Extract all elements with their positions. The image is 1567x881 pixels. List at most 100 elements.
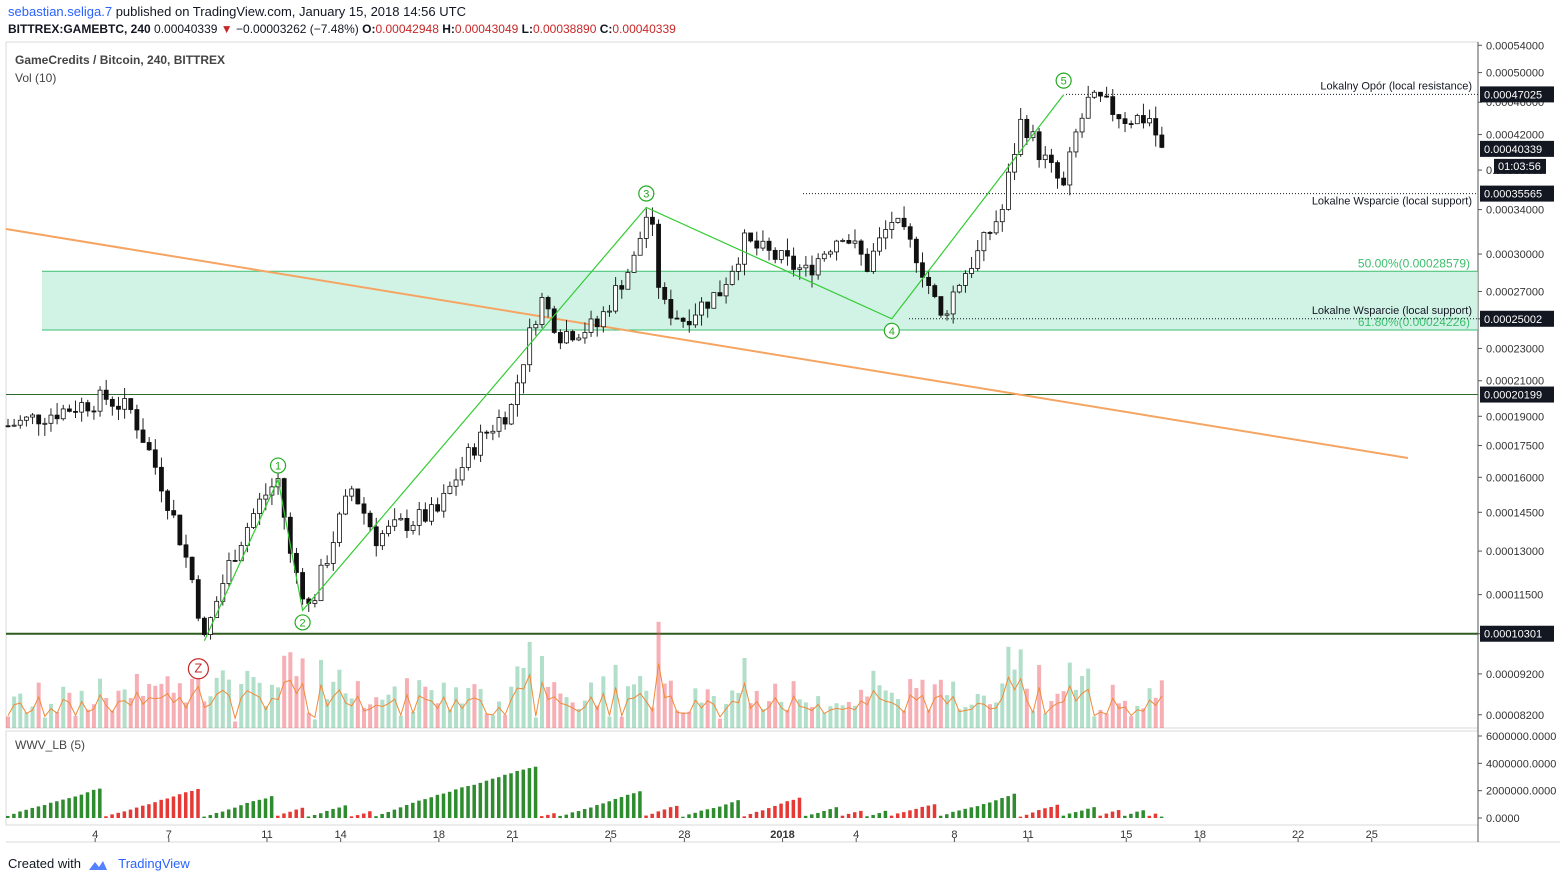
volume-bar bbox=[312, 719, 317, 728]
volume-bar bbox=[67, 692, 72, 728]
wave-marker bbox=[269, 457, 287, 474]
indicator-bar bbox=[877, 813, 882, 818]
volume-bar bbox=[263, 705, 268, 728]
indicator-bar bbox=[846, 813, 851, 818]
indicator-bar bbox=[153, 802, 157, 818]
author-link[interactable]: sebastian.seliga.7 bbox=[8, 4, 113, 19]
time-tick-label: 4 bbox=[853, 829, 859, 841]
candle bbox=[159, 466, 164, 492]
candle bbox=[1134, 115, 1140, 125]
indicator-bar bbox=[411, 802, 415, 818]
volume-bar bbox=[539, 655, 544, 728]
price-label-box bbox=[1480, 386, 1554, 403]
indicator-bar bbox=[644, 815, 648, 818]
indicator-bar bbox=[1104, 813, 1109, 818]
candle bbox=[828, 251, 833, 255]
indicator-bar bbox=[539, 816, 544, 818]
volume-bar bbox=[699, 702, 704, 728]
indicator-bar bbox=[687, 814, 691, 818]
indicator-bar bbox=[582, 808, 587, 818]
volume-bar bbox=[42, 717, 47, 728]
candle bbox=[840, 240, 846, 242]
price-tick-label: 0.00017500 bbox=[1486, 441, 1544, 453]
volume-bar bbox=[865, 696, 870, 728]
candle bbox=[251, 513, 256, 528]
wave-marker bbox=[187, 658, 209, 680]
volume-bar bbox=[1018, 649, 1023, 728]
wave-label: Z bbox=[194, 661, 202, 676]
indicator-bar bbox=[196, 789, 200, 818]
candle bbox=[1079, 117, 1085, 133]
fib-zone bbox=[42, 271, 1478, 330]
volume-bar bbox=[754, 690, 759, 728]
candle bbox=[576, 337, 582, 341]
indicator-bar bbox=[110, 814, 114, 818]
candle bbox=[24, 416, 29, 421]
ohlc-line: BITTREX:GAMEBTC, 240 0.00040339 ▼ −0.000… bbox=[8, 22, 676, 36]
volume-bar bbox=[1055, 693, 1060, 728]
tradingview-link[interactable]: TradingView bbox=[118, 856, 190, 871]
indicator-bar bbox=[423, 799, 427, 818]
volume-bar bbox=[1049, 701, 1054, 728]
candle bbox=[748, 232, 754, 242]
price-tick-label: 0.00011500 bbox=[1486, 590, 1543, 602]
candle bbox=[864, 253, 870, 272]
volume-bar bbox=[325, 699, 330, 728]
candle bbox=[656, 223, 661, 288]
volume-bar bbox=[497, 701, 501, 728]
candle bbox=[754, 240, 760, 249]
indicator-bar bbox=[55, 801, 59, 818]
candle bbox=[1036, 131, 1042, 161]
h-label: H: bbox=[442, 22, 455, 36]
indicator-bar bbox=[1018, 816, 1023, 818]
volume-bar bbox=[711, 696, 716, 728]
volume-bar bbox=[1141, 708, 1146, 728]
candle bbox=[361, 503, 367, 514]
candle bbox=[97, 389, 103, 412]
volume-bar bbox=[527, 641, 532, 728]
volume-bar bbox=[398, 715, 403, 728]
volume-bar bbox=[840, 705, 845, 728]
indicator-bar bbox=[748, 814, 753, 818]
change: −0.00003262 (−7.48%) bbox=[236, 22, 359, 36]
indicator-bar bbox=[828, 809, 832, 818]
indicator-bar bbox=[233, 807, 237, 818]
candle bbox=[999, 208, 1005, 223]
indicator-bar bbox=[374, 816, 378, 818]
volume-bar bbox=[846, 701, 851, 728]
indicator-bar bbox=[454, 789, 458, 818]
published-text: published on TradingView.com, January 15… bbox=[115, 4, 466, 19]
wave-marker bbox=[294, 614, 311, 631]
indicator-bar bbox=[902, 812, 906, 818]
volume-bar bbox=[337, 669, 342, 728]
volume-bar bbox=[1067, 662, 1072, 728]
candle bbox=[1067, 151, 1073, 186]
candle bbox=[785, 250, 790, 257]
indicator-bar bbox=[1000, 798, 1004, 818]
candle bbox=[533, 324, 539, 329]
candle bbox=[201, 617, 207, 635]
volume-bar bbox=[576, 708, 581, 728]
indicator-bar bbox=[1012, 793, 1017, 818]
l-label: L: bbox=[521, 22, 533, 36]
price-tick-label: 0.00013000 bbox=[1486, 546, 1544, 558]
volume-bar bbox=[159, 683, 164, 728]
volume-bar bbox=[233, 721, 238, 728]
indicator-bar bbox=[392, 809, 397, 818]
candle bbox=[312, 600, 318, 604]
price-tick-label: 0.00023000 bbox=[1486, 343, 1544, 355]
indicator-bar bbox=[632, 793, 636, 818]
time-tick-label: 15 bbox=[1120, 829, 1132, 841]
candle bbox=[883, 229, 889, 239]
candle bbox=[545, 297, 551, 310]
indicator-bar bbox=[570, 812, 575, 818]
indicator-bar bbox=[717, 806, 722, 818]
candle bbox=[60, 408, 66, 420]
volume-bar bbox=[515, 666, 520, 728]
volume-bar bbox=[1153, 697, 1158, 728]
support-label-1: Lokalne Wsparcie (local support) bbox=[1312, 196, 1472, 208]
candle bbox=[637, 238, 643, 256]
candle bbox=[582, 332, 588, 339]
time-tick-label: 8 bbox=[951, 829, 957, 841]
